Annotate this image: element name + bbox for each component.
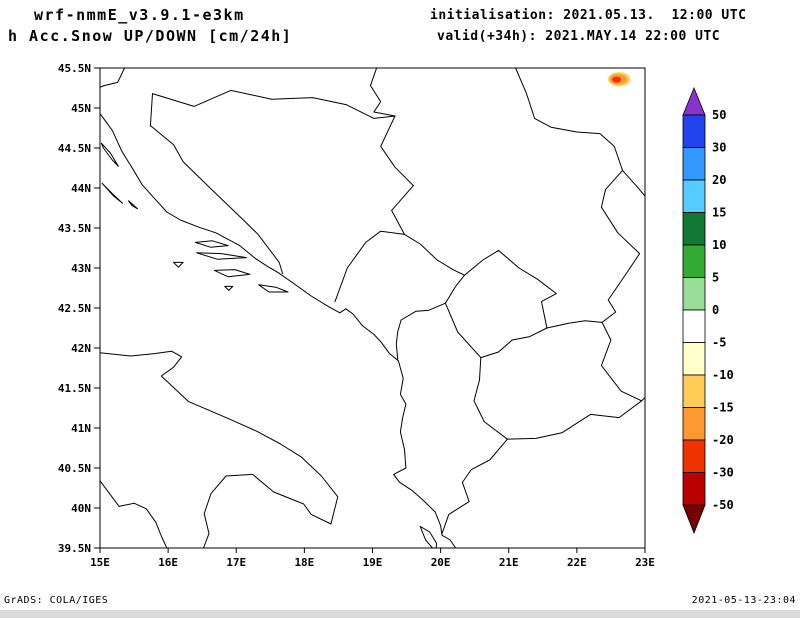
x-tick-label: 18E xyxy=(294,556,314,569)
island-kornati-outline xyxy=(128,200,138,210)
colorbar-segment xyxy=(682,244,706,278)
island-mljet-outline xyxy=(258,284,289,293)
x-axis: 15E 16E 17E 18E 19E 20E 21E 22E 23E xyxy=(90,548,655,569)
border-alb-gr-outline xyxy=(441,438,508,535)
border-bih-srb-mne-outline xyxy=(334,115,414,303)
colorbar-segment xyxy=(682,114,706,148)
x-tick-label: 20E xyxy=(431,556,451,569)
valid-time-label: valid(+34h): 2021.MAY.14 22:00 UTC xyxy=(437,29,721,44)
colorbar-label: -10 xyxy=(712,368,734,382)
colorbar-label: 15 xyxy=(712,206,726,220)
y-tick-label: 44.5N xyxy=(58,142,91,155)
grads-credit: GrADS: COLA/IGES xyxy=(4,595,109,606)
snow-field-layer xyxy=(608,72,631,87)
colorbar-label: 20 xyxy=(712,173,726,187)
island-korcula-outline xyxy=(213,269,251,278)
colorbar-segment xyxy=(682,439,706,473)
x-tick-label: 23E xyxy=(635,556,655,569)
colorbar-segment xyxy=(682,309,706,343)
x-tick-label: 17E xyxy=(226,556,246,569)
border-bih-sava-outline xyxy=(152,89,396,119)
colorbar-label: -15 xyxy=(712,401,734,415)
island-pag-outline xyxy=(100,142,119,167)
x-tick-label: 16E xyxy=(158,556,178,569)
window-bottom-strip xyxy=(0,610,800,618)
island-brac-outline xyxy=(194,240,229,248)
border-mk-alb-outline xyxy=(473,357,508,440)
colorbar-label: 30 xyxy=(712,141,726,155)
colorbar-label: 0 xyxy=(712,303,719,317)
border-kosovo-outline xyxy=(444,249,557,359)
colorbar-segment xyxy=(682,212,706,246)
island-vis-outline xyxy=(173,261,184,268)
italy-tyrrhenian-coast-outline xyxy=(100,480,168,548)
x-tick-label: 21E xyxy=(499,556,519,569)
island-lastovo-outline xyxy=(224,285,234,291)
colorbar-cap-bottom xyxy=(682,504,706,535)
colorbar-label: 10 xyxy=(712,238,726,252)
y-tick-label: 43N xyxy=(71,262,91,275)
colorbar-segment xyxy=(682,342,706,376)
border-srb-ro-danube-outline xyxy=(515,68,645,197)
border-mk-bg-outline xyxy=(600,321,643,402)
border-mne-alb-outline xyxy=(395,302,446,360)
product-name: h Acc.Snow UP/DOWN [cm/24h] xyxy=(8,27,293,45)
creation-timestamp: 2021-05-13-23:04 xyxy=(691,595,796,606)
y-tick-label: 43.5N xyxy=(58,222,91,235)
island-dugi-otok-outline xyxy=(101,182,123,204)
colorbar-label: -5 xyxy=(712,336,726,350)
x-tick-label: 19E xyxy=(363,556,383,569)
y-tick-label: 40.5N xyxy=(58,462,91,475)
colorbar-segment xyxy=(682,277,706,311)
border-srb-bg-outline xyxy=(600,169,641,323)
colorbar-label: 5 xyxy=(712,271,719,285)
snow-change-spot-level-2 xyxy=(612,76,622,83)
border-gr-bg-stub-outline xyxy=(641,397,645,402)
colorbar-segment xyxy=(682,179,706,213)
x-tick-label: 15E xyxy=(90,556,110,569)
colorbar-cap-top xyxy=(682,86,706,116)
init-time-label: initialisation: 2021.05.13. 12:00 UTC xyxy=(430,8,747,23)
y-tick-label: 42.5N xyxy=(58,302,91,315)
border-cro-bih-west-outline xyxy=(149,93,284,275)
border-mne-srb-outline xyxy=(404,233,465,276)
y-tick-label: 39.5N xyxy=(58,542,91,555)
x-tick-label: 22E xyxy=(567,556,587,569)
border-cro-srb-outline xyxy=(370,68,396,117)
colorbar-label: -30 xyxy=(712,466,734,480)
map-outlines-layer xyxy=(100,68,645,548)
adriatic-balkan-coast-outline xyxy=(100,113,457,548)
border-srb-mk-outline xyxy=(546,320,603,329)
plot-frame xyxy=(99,67,646,549)
colorbar-segment xyxy=(682,374,706,408)
colorbar-label: -20 xyxy=(712,433,734,447)
colorbar-segment xyxy=(682,147,706,181)
colorbar-segment xyxy=(682,472,706,506)
y-tick-label: 45N xyxy=(71,102,91,115)
y-tick-label: 42N xyxy=(71,342,91,355)
y-tick-label: 44N xyxy=(71,182,91,195)
y-tick-label: 45.5N xyxy=(58,62,91,75)
island-hvar-outline xyxy=(196,252,247,260)
border-mk-gr-outline xyxy=(506,400,643,440)
y-tick-label: 41N xyxy=(71,422,91,435)
y-tick-label: 41.5N xyxy=(58,382,91,395)
model-name: wrf-nmmE_v3.9.1-e3km xyxy=(34,6,245,24)
colorbar-segment xyxy=(682,407,706,441)
colorbar-label: 50 xyxy=(712,108,726,122)
colorbar-label: -50 xyxy=(712,498,734,512)
italy-adriatic-coast-outline xyxy=(100,350,339,548)
y-tick-label: 40N xyxy=(71,502,91,515)
border-slo-cro-outline xyxy=(100,68,125,88)
y-axis: 45.5N 45N 44.5N 44N 43.5N 43N 42.5N 42N 41.5N 41N… xyxy=(58,62,100,555)
